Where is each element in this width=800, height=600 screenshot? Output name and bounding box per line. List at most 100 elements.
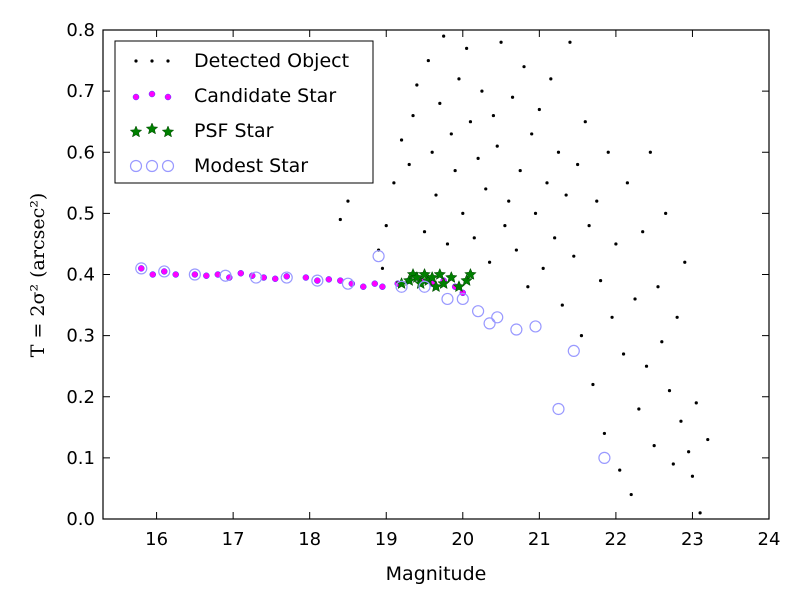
x-axis: 16 17 18 19 20 21 22 23 24 — [145, 30, 780, 550]
detected-object-point — [576, 162, 580, 167]
detected-object-point — [522, 65, 526, 69]
legend-label-psf: PSF Star — [194, 120, 274, 142]
modest-star-point — [311, 274, 324, 287]
data-points — [135, 34, 710, 515]
detected-object-point — [530, 132, 534, 136]
detected-object-point — [587, 224, 591, 228]
candidate-star-point — [283, 273, 290, 280]
candidate-star-point — [371, 280, 379, 287]
candidate-star-point — [459, 289, 467, 297]
legend-marker-modest — [161, 159, 175, 173]
detected-object-point — [633, 297, 637, 301]
legend-marker-candidate — [148, 90, 156, 98]
x-tick-label: 18 — [298, 529, 321, 550]
detected-object-point — [687, 450, 691, 454]
candidate-star-point — [302, 274, 310, 281]
legend-label-detected: Detected Object — [194, 50, 349, 72]
detected-object-point — [407, 162, 411, 167]
detected-object-point — [706, 437, 710, 442]
detected-object-point — [514, 248, 518, 252]
legend-marker-psf — [145, 122, 159, 135]
candidate-star-point — [149, 271, 157, 278]
detected-object-point — [499, 40, 503, 44]
detected-object-point — [660, 340, 664, 344]
modest-star-point — [456, 292, 469, 306]
candidate-star-point — [379, 283, 386, 290]
modest-star-point — [567, 344, 580, 358]
detected-object-point — [533, 211, 538, 215]
x-tick-label: 19 — [375, 529, 398, 550]
modest-star-point — [250, 271, 263, 284]
detected-object-point — [694, 401, 698, 405]
modest-star-point — [598, 451, 611, 464]
detected-object-point — [625, 181, 629, 185]
psf-star-point — [464, 267, 477, 280]
y-tick-label: 0.5 — [66, 203, 95, 224]
detected-object-point — [545, 181, 549, 185]
modest-star-point — [135, 262, 148, 275]
detected-object-point — [568, 40, 572, 44]
detected-object-point — [560, 303, 564, 307]
detected-object-point — [453, 168, 457, 173]
x-axis-label: Magnitude — [386, 563, 487, 585]
detected-object-point — [602, 431, 607, 436]
detected-object-point — [537, 107, 541, 112]
detected-object-point — [675, 315, 679, 319]
detected-object-point — [644, 364, 649, 368]
modest-star-point — [552, 402, 565, 416]
detected-object-point — [430, 150, 434, 154]
modest-star-point — [491, 311, 504, 324]
detected-object-point — [503, 224, 507, 228]
detected-object-point — [690, 474, 695, 478]
modest-star-point — [219, 269, 232, 282]
detected-object-point — [656, 285, 660, 289]
legend-frame — [114, 40, 374, 184]
candidate-star-point — [314, 277, 321, 284]
psf-star-point — [433, 267, 447, 280]
detected-object-point — [480, 89, 484, 93]
modest-star-point — [395, 280, 408, 293]
detected-object-point — [591, 382, 595, 387]
psf-star-point — [444, 270, 458, 283]
detected-object-point — [579, 334, 584, 338]
detected-object-point — [683, 260, 687, 264]
candidate-star-point — [260, 274, 268, 281]
detected-object-point — [457, 77, 461, 81]
detected-object-point — [526, 285, 530, 289]
y-tick-label: 0.1 — [66, 448, 95, 469]
detected-object-point — [629, 492, 633, 497]
detected-object-point — [652, 444, 656, 448]
legend-markers — [129, 59, 175, 173]
legend-label-candidate: Candidate Star — [194, 85, 336, 107]
candidate-star-point — [172, 271, 179, 278]
detected-object-point — [583, 120, 587, 124]
y-tick-label: 0.4 — [66, 265, 95, 286]
detected-object-point — [449, 132, 453, 136]
y-tick-label: 0.2 — [66, 387, 95, 408]
y-axis: 0.0 0.1 0.2 0.3 0.4 0.5 0.6 0.7 0.8 — [66, 20, 769, 530]
detected-object-point — [606, 150, 610, 154]
detected-object-point — [384, 224, 388, 228]
detected-object-point — [426, 58, 430, 63]
detected-object-point — [618, 468, 622, 472]
detected-object-point — [541, 266, 545, 270]
modest-star-point — [158, 265, 171, 278]
legend-marker-candidate — [164, 93, 172, 101]
detected-object-point — [641, 230, 645, 234]
x-tick-label: 21 — [528, 529, 551, 550]
detected-object-point — [491, 113, 496, 118]
detected-object-point — [461, 211, 465, 215]
detected-object-point — [472, 236, 476, 240]
candidate-star-point — [203, 272, 210, 279]
y-tick-label: 0.0 — [66, 509, 95, 530]
legend-marker-detected — [166, 59, 170, 63]
detected-object-point — [556, 150, 561, 154]
legend-marker-modest — [145, 159, 159, 173]
candidate-star-point — [138, 265, 145, 272]
x-tick-label: 23 — [681, 529, 704, 550]
y-tick-label: 0.8 — [66, 20, 95, 41]
legend-marker-candidate — [132, 93, 140, 101]
detected-object-point — [442, 34, 446, 38]
detected-object-point — [411, 113, 415, 118]
